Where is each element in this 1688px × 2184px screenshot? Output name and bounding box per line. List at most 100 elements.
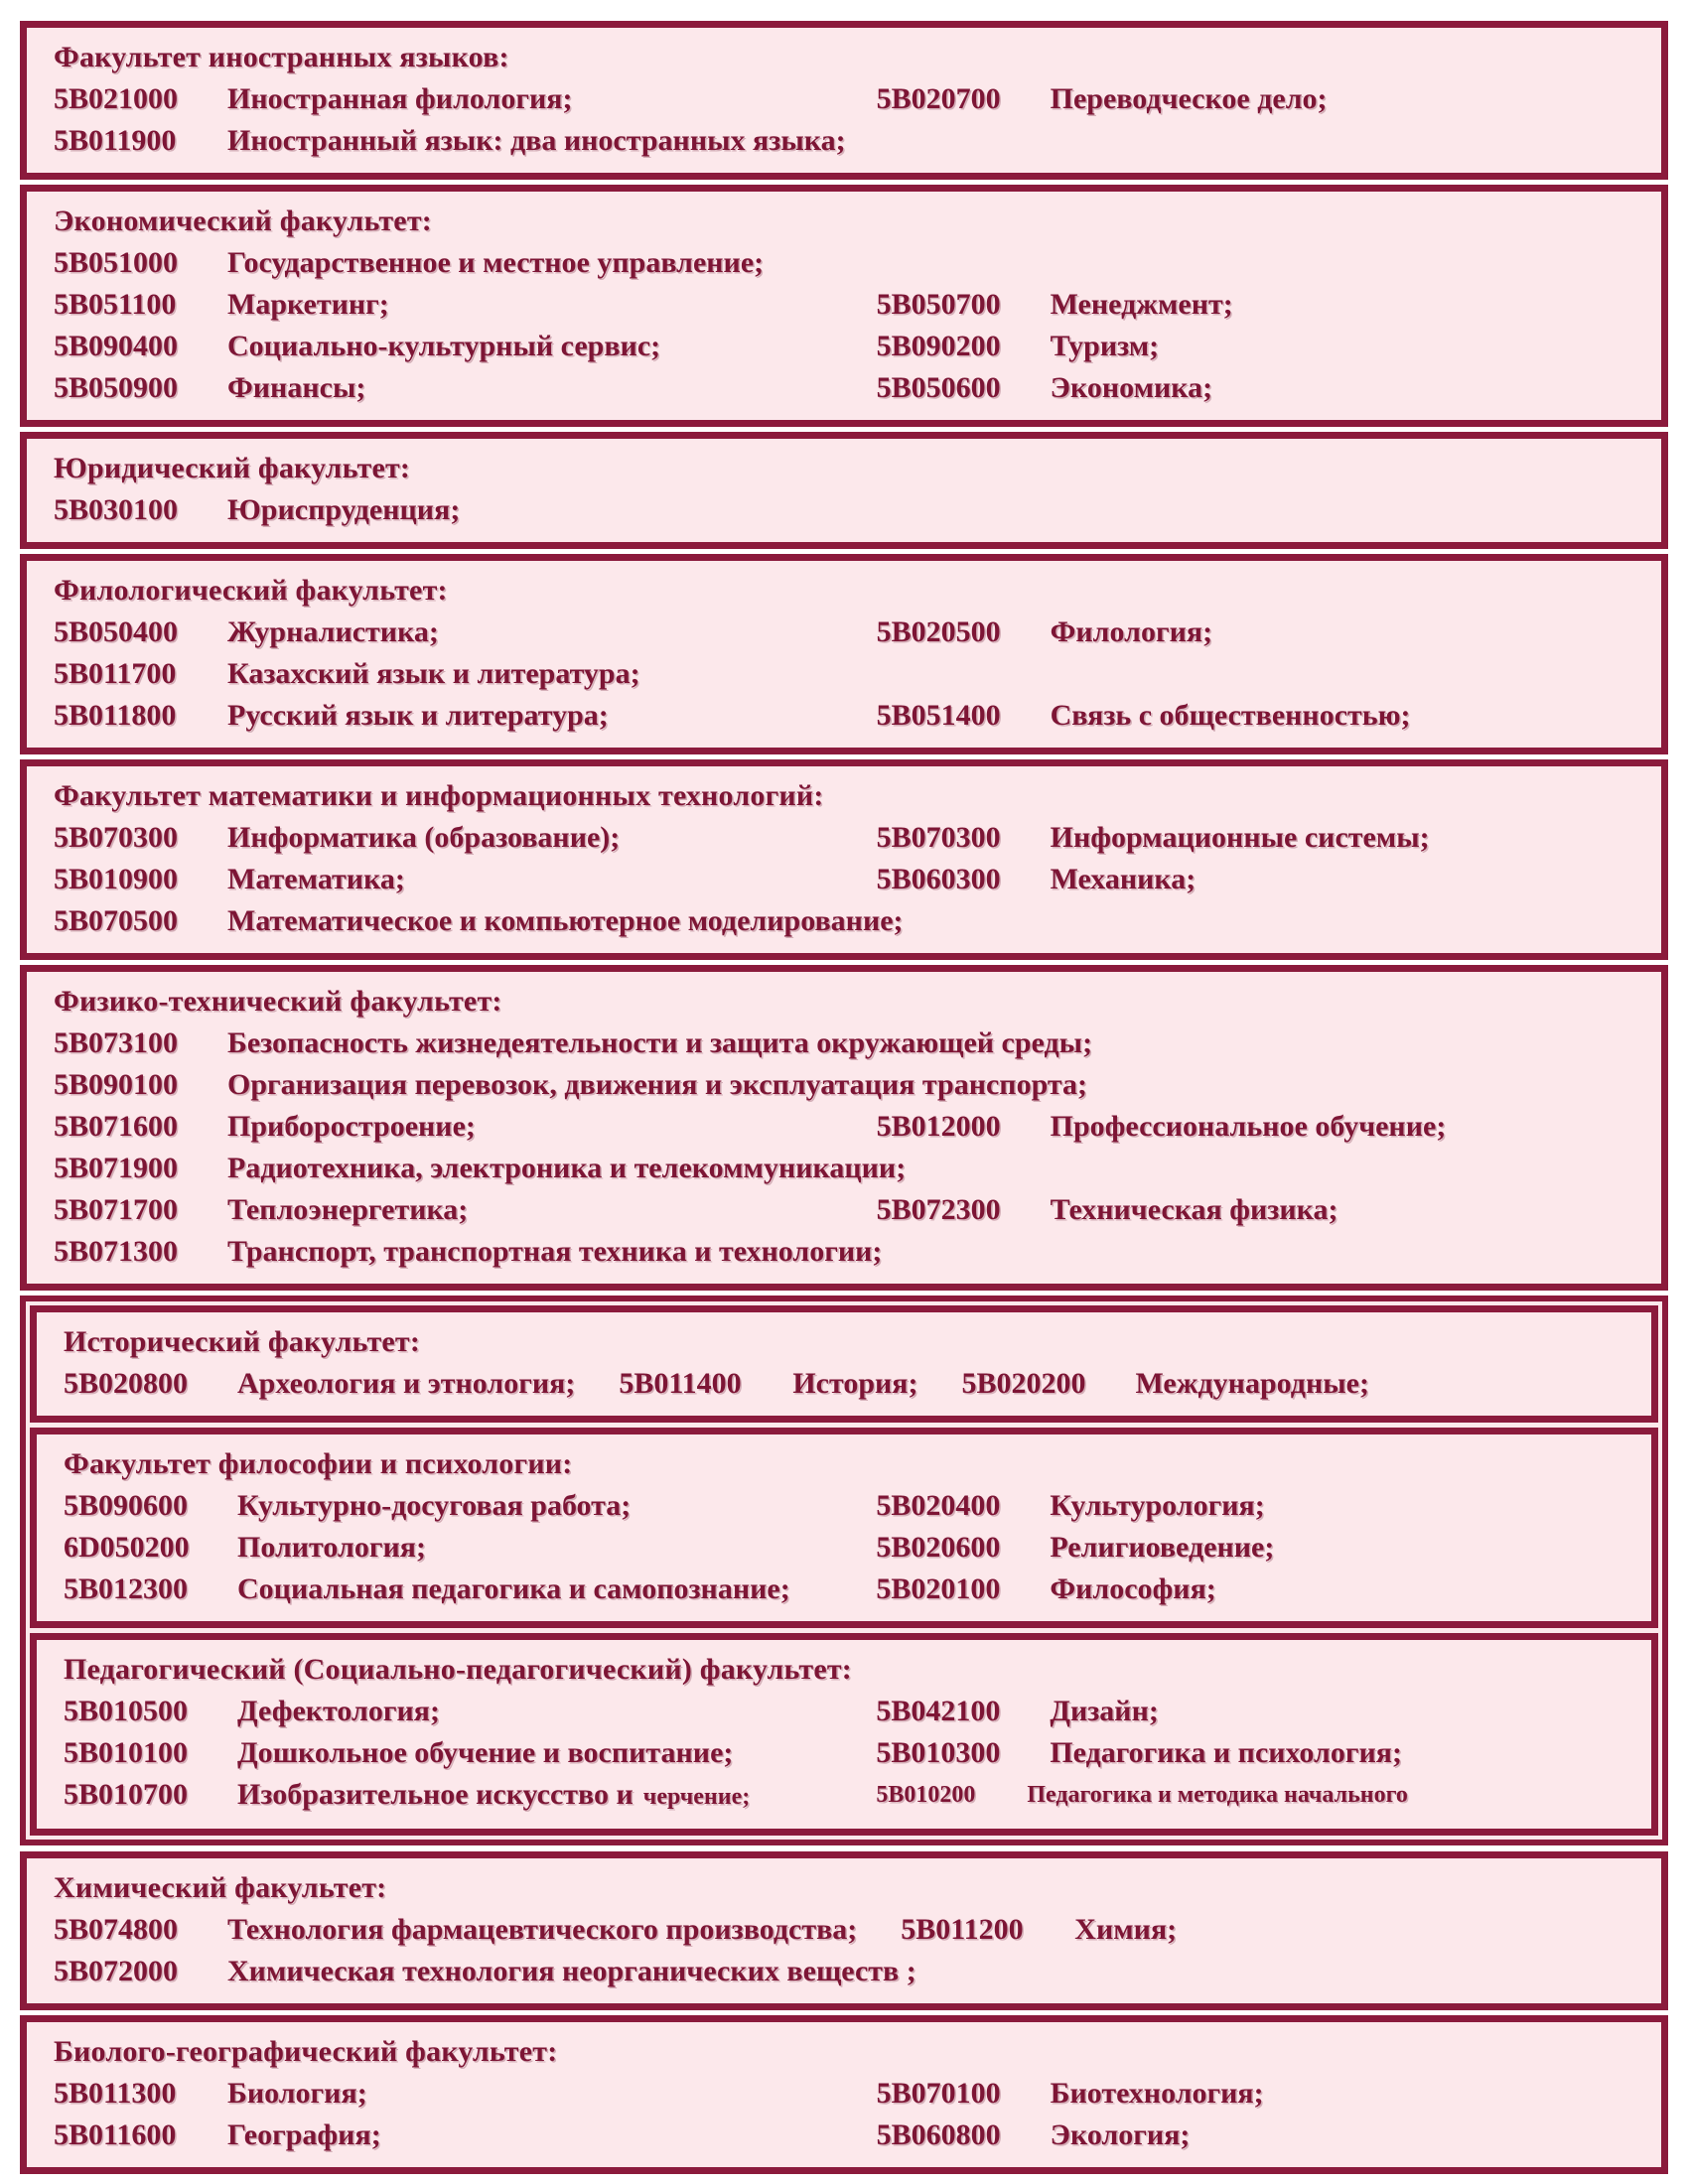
specialty-name-text: Дизайн;: [1050, 1695, 1159, 1727]
specialty-entry: 5B074800 Технология фармацевтического про…: [54, 1909, 857, 1951]
specialty-row: 5B071600 Приборостроение; 5B012000 Професси…: [54, 1106, 1651, 1148]
specialty-entry: 5B051400 Связь с общественностью;: [877, 695, 1651, 737]
specialty-code: 5B074800: [54, 1913, 179, 1946]
specialty-name: Экономика;: [1051, 367, 1213, 409]
specialty-row: 5B010100 Дошкольное обучение и воспитание…: [64, 1732, 1641, 1774]
specialty-code: 5B070100: [876, 2077, 1001, 2110]
specialty-row: 5B051100 Маркетинг; 5B050700 Менеджмент;: [54, 284, 1651, 326]
specialty-row: 5B051000 Государственное и местное управл…: [54, 242, 1651, 284]
specialty-code: 5B011200: [901, 1913, 1024, 1946]
specialty-entry: 5B070300 Информатика (образование);: [54, 817, 877, 859]
specialty-code: 5B042100: [876, 1695, 1001, 1727]
specialty-name: Педагогика и методика начального: [1027, 1774, 1408, 1816]
specialty-name-text: Приборостроение;: [227, 1110, 476, 1143]
specialty-entry: 5B020800 Археология и этнология;: [64, 1363, 575, 1405]
specialty-code: 5B060300: [876, 863, 1001, 895]
faculty-box: Исторический факультет: 5B020800 Археологи…: [30, 1305, 1658, 1423]
specialty-row: 5B010900 Математика; 5B060300 Механика;: [54, 859, 1651, 900]
specialty-entry: 5B011200 Химия;: [901, 1909, 1177, 1951]
specialty-entry: 5B020100 Философия;: [876, 1569, 1641, 1610]
specialty-name-text: Туризм;: [1050, 330, 1160, 362]
specialty-name: Биология;: [227, 2073, 367, 2115]
specialty-name-text: Радиотехника, электроника и телекоммуник…: [227, 1152, 907, 1184]
specialty-code: 5B020600: [876, 1531, 1001, 1564]
faculty-box: Биолого-географический факультет: 5B01130…: [20, 2015, 1668, 2174]
specialty-name: Маркетинг;: [227, 284, 389, 326]
faculty-title: Экономический факультет:: [54, 205, 432, 237]
specialty-row: 5B050900 Финансы; 5B050600 Экономика;: [54, 367, 1651, 409]
specialty-entry: 5B071300 Транспорт, транспортная техника …: [54, 1231, 1651, 1273]
specialty-name: Переводческое дело;: [1051, 78, 1328, 120]
specialty-name: Культурология;: [1050, 1485, 1264, 1527]
specialty-row: 5B050400 Журналистика; 5B020500 Филология;: [54, 612, 1651, 653]
faculty-group: Исторический факультет: 5B020800 Археологи…: [20, 1296, 1668, 1845]
specialty-code: 5B011900: [54, 124, 177, 157]
specialty-name-text: География;: [227, 2118, 381, 2151]
specialty-name: Педагогика и психология;: [1050, 1732, 1402, 1774]
specialty-name: Менеджмент;: [1051, 284, 1233, 326]
specialty-code: 5B090400: [54, 330, 179, 362]
specialty-name-text: История;: [792, 1367, 918, 1400]
specialty-code: 5B071900: [54, 1152, 179, 1184]
specialty-code: 5B010700: [64, 1778, 189, 1811]
specialty-name-small: черчение;: [642, 1784, 751, 1810]
specialty-name-text: Экология;: [1050, 2118, 1191, 2151]
faculty-box: Химический факультет: 5B074800 Технология …: [20, 1851, 1668, 2010]
specialty-entry: 5B072300 Техническая физика;: [877, 1189, 1651, 1231]
specialty-entry: 5B090200 Туризм;: [877, 326, 1651, 367]
faculty-box: Факультет философии и психологии: 5B09060…: [30, 1428, 1658, 1628]
specialty-row: 5B090600 Культурно-досуговая работа; 5B020…: [64, 1485, 1641, 1527]
specialty-entry: 5B072000 Химическая технология неорганиче…: [54, 1951, 1651, 1992]
faculty-title: Химический факультет:: [54, 1871, 387, 1904]
specialty-row: 5B090100 Организация перевозок, движения …: [54, 1064, 1651, 1106]
specialty-name: Математическое и компьютерное моделирова…: [227, 900, 904, 942]
specialty-name: Экология;: [1051, 2115, 1191, 2156]
specialty-name-text: Журналистика;: [227, 615, 439, 648]
specialty-entry: 5B071600 Приборостроение;: [54, 1106, 877, 1148]
specialty-name-text: Педагогика и методика начального: [1027, 1782, 1408, 1808]
specialty-code: 5B051400: [876, 699, 1001, 732]
specialty-entry: 5B020700 Переводческое дело;: [877, 78, 1651, 120]
specialty-entry: 5B070100 Биотехнология;: [877, 2073, 1651, 2115]
faculty-title: Исторический факультет:: [64, 1325, 421, 1358]
specialty-row: 5B011600 География; 5B060800 Экология;: [54, 2115, 1651, 2156]
specialty-name-text: Химическая технология неорганических вещ…: [227, 1955, 916, 1987]
specialty-name-text: Философия;: [1050, 1572, 1216, 1605]
specialty-row: 5B073100 Безопасность жизнедеятельности и…: [54, 1023, 1651, 1064]
specialty-entry: 5B050700 Менеджмент;: [877, 284, 1651, 326]
specialty-row: 5B010700 Изобразительное искусство и черче…: [64, 1774, 1641, 1818]
specialty-name-text: Социальная педагогика и самопознание;: [237, 1572, 790, 1605]
specialty-row: 5B090400 Социально-культурный сервис; 5B09…: [54, 326, 1651, 367]
specialty-name-text: Дошкольное обучение и воспитание;: [237, 1736, 734, 1769]
specialty-entry: 5B090600 Культурно-досуговая работа;: [64, 1485, 876, 1527]
specialty-name-text: Биотехнология;: [1050, 2077, 1264, 2110]
specialty-code: 5B011300: [54, 2077, 177, 2110]
specialty-name-text: Изобразительное искусство и: [237, 1778, 633, 1811]
specialty-name-text: Маркетинг;: [227, 288, 389, 321]
specialty-name: Изобразительное искусство и черчение;: [237, 1774, 750, 1818]
specialty-name: Транспорт, транспортная техника и технол…: [227, 1231, 882, 1273]
specialty-entry: 5B011800 Русский язык и литература;: [54, 695, 877, 737]
faculty-title: Факультет математики и информационных те…: [54, 779, 824, 812]
specialty-code: 5B050900: [54, 371, 179, 404]
specialty-code: 5B010200: [876, 1782, 976, 1808]
specialty-name: Философия;: [1050, 1569, 1215, 1610]
specialty-name-text: Социально-культурный сервис;: [227, 330, 661, 362]
specialty-code: 5B070500: [54, 904, 179, 937]
specialty-entry: 5B050900 Финансы;: [54, 367, 877, 409]
specialty-entry: 5B010100 Дошкольное обучение и воспитание…: [64, 1732, 876, 1774]
specialty-entry: 5B011900 Иностранный язык: два иностранны…: [54, 120, 1651, 162]
specialty-entry: 5B070500 Математическое и компьютерное мо…: [54, 900, 1651, 942]
specialty-code: 5B011600: [54, 2118, 177, 2151]
specialty-name-text: Филология;: [1050, 615, 1213, 648]
specialty-entry: 5B051100 Маркетинг;: [54, 284, 877, 326]
specialty-entry: 5B071700 Теплоэнергетика;: [54, 1189, 877, 1231]
specialty-name-text: Транспорт, транспортная техника и технол…: [227, 1235, 883, 1268]
specialty-row: 5B011900 Иностранный язык: два иностранны…: [54, 120, 1651, 162]
specialty-name-text: Экономика;: [1050, 371, 1213, 404]
specialty-code: 5B090600: [64, 1489, 189, 1522]
faculty-title: Физико-технический факультет:: [54, 985, 502, 1018]
faculty-title: Биолого-географический факультет:: [54, 2035, 558, 2068]
specialty-name: Дефектология;: [237, 1691, 440, 1732]
specialty-name-text: Переводческое дело;: [1050, 82, 1328, 115]
